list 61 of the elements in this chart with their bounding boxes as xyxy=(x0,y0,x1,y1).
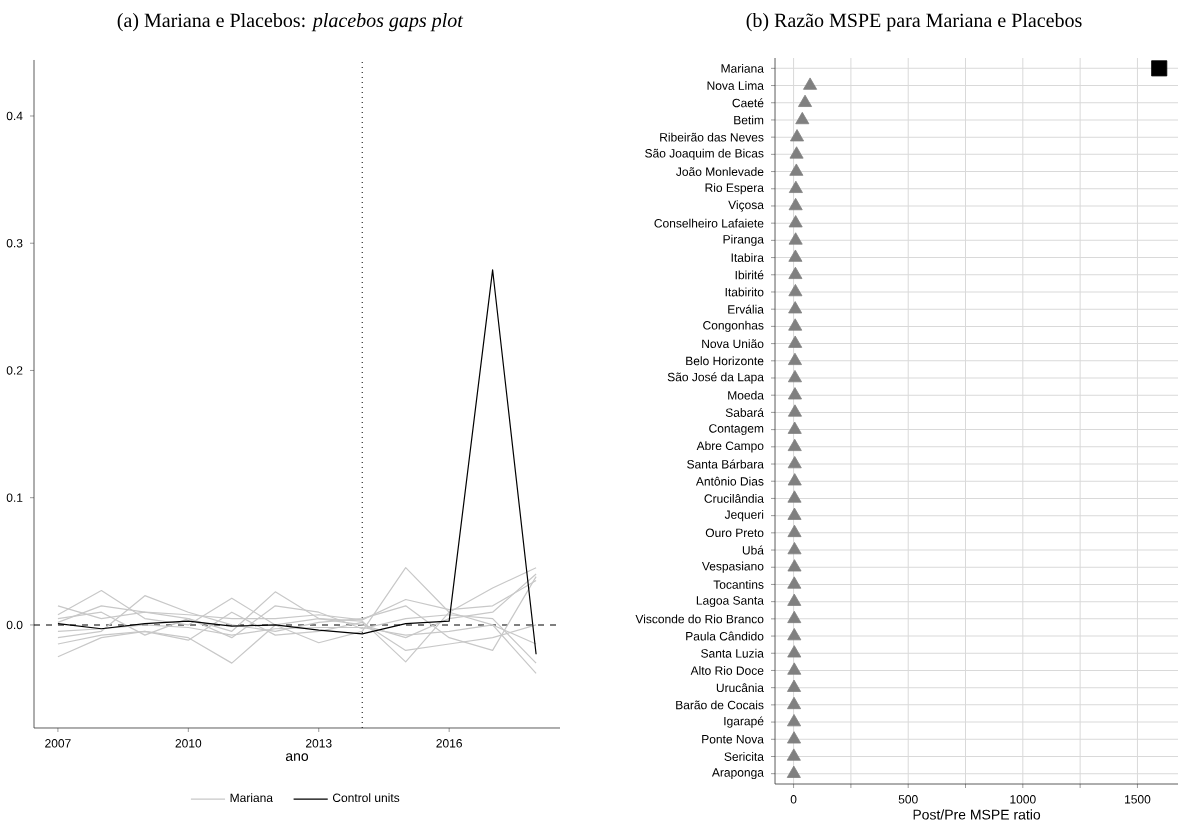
y-tick-label: Santa Bárbara xyxy=(687,459,764,469)
y-tick-label: Rio Espera xyxy=(705,183,764,195)
y-tick-label: Sericita xyxy=(724,752,764,761)
y-tick-label: Sabará xyxy=(725,407,764,417)
y-tick-label: Betim xyxy=(734,115,764,125)
y-tick-label: Mariana xyxy=(721,63,764,73)
legend-label: Mariana xyxy=(230,793,273,803)
y-tick-label: 0.4 xyxy=(6,111,23,121)
y-tick-label: Antônio Dias xyxy=(695,476,764,486)
x-tick-label: 2007 xyxy=(45,739,71,748)
y-tick-label: Ubá xyxy=(742,545,764,555)
y-tick-label: 0.2 xyxy=(6,366,23,375)
y-tick-label: 0.1 xyxy=(6,493,23,502)
y-tick-label: Barão de Cocais xyxy=(676,700,764,710)
y-tick-label: Nova União xyxy=(702,339,764,349)
y-tick-label: Urucânia xyxy=(716,683,764,693)
y-tick-label: Viçosa xyxy=(728,200,764,212)
y-tick-label: 0.3 xyxy=(6,238,23,248)
chart-title: (b) Razão MSPE para Mariana e Placebos xyxy=(746,13,1082,32)
y-tick-label: São José da Lapa xyxy=(667,372,764,384)
y-tick-label: Igarapé xyxy=(724,716,764,728)
y-tick-label: Tocantins xyxy=(713,580,764,589)
y-tick-label: Caeté xyxy=(732,98,764,108)
y-tick-label: Vespasiano xyxy=(701,561,764,573)
x-axis-title: ano xyxy=(285,753,309,761)
x-tick-label: 2016 xyxy=(436,739,462,748)
y-tick-label: Jequeri xyxy=(724,510,764,522)
y-tick-label: João Monlevade xyxy=(676,167,764,176)
y-tick-label: Congonhas xyxy=(703,320,764,332)
y-tick-label: Ponte Nova xyxy=(702,735,764,744)
y-tick-label: Alto Rio Doce xyxy=(690,666,764,675)
legend-label: Control units xyxy=(332,793,400,803)
y-tick-label: Moeda xyxy=(728,390,764,400)
chart-title: (a) Mariana e Placebos: placebos gaps plot xyxy=(117,13,464,32)
y-tick-label: Abre Campo xyxy=(696,441,764,453)
x-tick-label: 2010 xyxy=(175,739,202,748)
y-tick-label: Piranga xyxy=(723,234,764,246)
x-tick-label: 0 xyxy=(790,795,797,804)
x-axis-title: Post/Pre MSPE ratio xyxy=(913,809,1041,820)
x-tick-label: 2013 xyxy=(305,739,332,748)
x-tick-label: 1500 xyxy=(1125,795,1151,804)
x-tick-label: 500 xyxy=(898,795,918,804)
y-tick-label: 0.0 xyxy=(6,620,23,630)
y-tick-label: Conselheiro Lafaiete xyxy=(654,218,764,228)
y-tick-label: Visconde do Rio Branco xyxy=(635,614,764,624)
y-tick-label: Ervália xyxy=(728,304,764,314)
y-tick-label: Lagoa Santa xyxy=(696,596,764,608)
y-tick-label: Ibirité xyxy=(735,270,764,280)
y-tick-label: São Joaquim de Bicas xyxy=(645,148,764,160)
y-tick-label: Contagem xyxy=(709,424,764,436)
y-tick-label: Nova Lima xyxy=(707,81,764,90)
y-tick-label: Ouro Preto xyxy=(705,528,764,538)
y-tick-label: Santa Luzia xyxy=(701,648,764,658)
y-tick-label: Itabirito xyxy=(725,287,764,297)
x-tick-label: 1000 xyxy=(1010,795,1036,804)
y-tick-label: Paula Cândido xyxy=(686,631,764,641)
y-tick-label: Belo Horizonte xyxy=(686,356,764,366)
y-tick-label: Itabira xyxy=(731,253,764,262)
y-tick-label: Crucilândia xyxy=(704,493,764,503)
y-tick-label: Ribeirão das Neves xyxy=(660,132,764,142)
y-tick-label: Araponga xyxy=(711,768,764,780)
